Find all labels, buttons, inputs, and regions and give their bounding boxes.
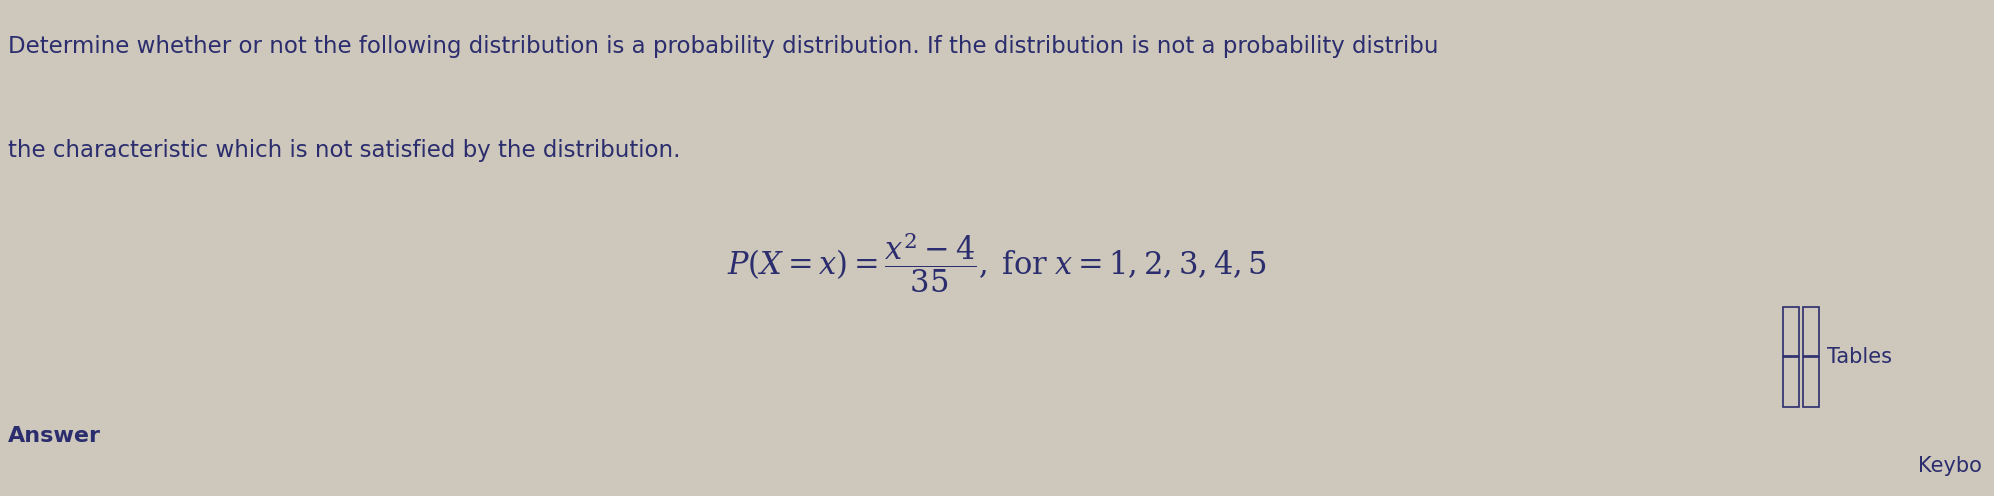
Bar — [1783, 307, 1799, 356]
Text: Tables: Tables — [1827, 347, 1892, 367]
Text: Keybo: Keybo — [1918, 456, 1982, 476]
Text: the characteristic which is not satisfied by the distribution.: the characteristic which is not satisfie… — [8, 139, 680, 162]
Text: Answer: Answer — [8, 427, 102, 446]
Text: $P(X = x) = \dfrac{x^2 - 4}{35}, \; \mathrm{for} \; x = 1, 2, 3, 4, 5$: $P(X = x) = \dfrac{x^2 - 4}{35}, \; \mat… — [728, 231, 1266, 295]
Text: Determine whether or not the following distribution is a probability distributio: Determine whether or not the following d… — [8, 35, 1438, 58]
Bar — [1803, 357, 1819, 407]
Bar — [1783, 357, 1799, 407]
Bar — [1803, 307, 1819, 356]
